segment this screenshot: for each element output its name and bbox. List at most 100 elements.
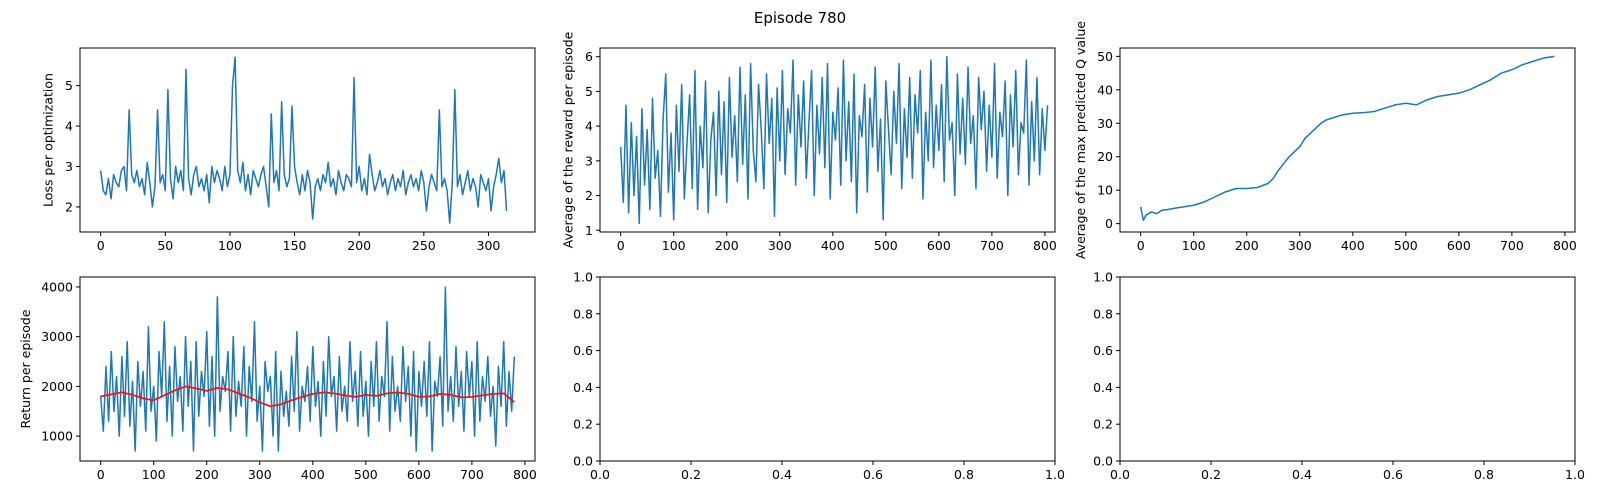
x-tick-label: 0.2 [681, 467, 701, 482]
y-tick-label: 10 [1097, 183, 1113, 198]
y-axis-label-return: Return per episode [18, 309, 33, 428]
x-tick-label: 300 [477, 238, 501, 253]
x-tick-label: 100 [662, 238, 686, 253]
x-tick-label: 600 [407, 467, 431, 482]
y-tick-label: 1 [585, 223, 593, 238]
series-line-return-0 [99, 286, 516, 452]
x-tick-label: 700 [460, 467, 484, 482]
x-tick-label: 50 [157, 238, 173, 253]
x-tick-label: 0.8 [1474, 467, 1494, 482]
y-tick-label: 0.6 [1093, 343, 1113, 358]
x-tick-label: 500 [874, 238, 898, 253]
x-tick-label: 800 [1553, 238, 1577, 253]
y-tick-label: 1000 [41, 429, 73, 444]
x-tick-label: 250 [412, 238, 436, 253]
panel-return: 0 100 200 300 400 500 600 700 800 1000 2000 3000 400… [18, 276, 537, 482]
y-tick-label: 20 [1097, 149, 1113, 164]
y-tick-label: 5 [585, 84, 593, 99]
x-tick-label: 0 [1137, 238, 1145, 253]
y-tick-label: 50 [1097, 49, 1113, 64]
x-tick-label: 0 [617, 238, 625, 253]
x-tick-label: 150 [283, 238, 307, 253]
axes-frame-return [79, 276, 536, 462]
x-tick-label: 0.0 [1110, 467, 1130, 482]
axes-frame-loss [79, 47, 536, 233]
y-tick-label: 40 [1097, 82, 1113, 97]
y-tick-label: 0.8 [1093, 306, 1113, 321]
y-axis-label-q_value: Average of the max predicted Q value [1073, 21, 1088, 260]
x-tick-label: 0.2 [1201, 467, 1221, 482]
y-tick-label: 2000 [41, 379, 73, 394]
y-tick-label: 4 [585, 119, 593, 134]
y-tick-label: 3000 [41, 329, 73, 344]
x-tick-label: 0 [97, 467, 105, 482]
x-tick-label: 500 [1394, 238, 1418, 253]
x-tick-label: 1.0 [1045, 467, 1065, 482]
y-tick-label: 2 [585, 188, 593, 203]
series-line-return-1 [100, 385, 515, 408]
y-tick-label: 0.2 [1093, 417, 1113, 432]
x-tick-label: 100 [142, 467, 166, 482]
x-tick-label: 400 [301, 467, 325, 482]
y-tick-label: 0.8 [573, 306, 593, 321]
x-tick-label: 600 [1447, 238, 1471, 253]
x-tick-label: 300 [768, 238, 792, 253]
y-tick-label: 2 [65, 199, 73, 214]
panel-reward: 0 100 200 300 400 500 600 700 800 1 2 3 4 5 6 Average o… [561, 31, 1057, 253]
panel-empty_2: 0.0 0.2 0.4 0.6 0.8 1.0 0.0 0.2 0.4 0.6 0.8 1.0 [1093, 270, 1585, 483]
axes-frame-q_value [1119, 47, 1576, 233]
x-tick-label: 0.6 [863, 467, 883, 482]
series-line-q_value-0 [1139, 55, 1555, 222]
x-tick-label: 0.0 [590, 467, 610, 482]
y-tick-label: 0.0 [573, 454, 593, 469]
axes-frame-empty_2 [1119, 276, 1576, 462]
x-tick-label: 200 [715, 238, 739, 253]
x-tick-label: 100 [218, 238, 242, 253]
x-tick-label: 200 [347, 238, 371, 253]
x-tick-label: 1.0 [1565, 467, 1585, 482]
y-tick-label: 1.0 [573, 270, 593, 285]
panel-q_value: 0 100 200 300 400 500 600 700 800 0 10 20 30 40 50 Aver… [1073, 21, 1577, 260]
x-tick-label: 200 [195, 467, 219, 482]
y-axis-label-loss: Loss per optimization [41, 73, 56, 207]
panel-empty_1: 0.0 0.2 0.4 0.6 0.8 1.0 0.0 0.2 0.4 0.6 0.8 1.0 [573, 270, 1065, 483]
y-tick-label: 4 [65, 119, 73, 134]
y-tick-label: 1.0 [1093, 270, 1113, 285]
y-tick-label: 0.0 [1093, 454, 1113, 469]
x-tick-label: 0.4 [772, 467, 792, 482]
y-tick-label: 0 [1105, 216, 1113, 231]
y-tick-label: 4000 [41, 279, 73, 294]
figure-title: Episode 780 [754, 9, 846, 27]
y-tick-label: 0.4 [573, 380, 593, 395]
y-tick-label: 3 [585, 153, 593, 168]
x-tick-label: 100 [1182, 238, 1206, 253]
x-tick-label: 0.4 [1292, 467, 1312, 482]
y-tick-label: 30 [1097, 116, 1113, 131]
y-tick-label: 3 [65, 159, 73, 174]
series-line-loss-0 [99, 56, 508, 224]
series-line-reward-0 [619, 55, 1049, 225]
x-tick-label: 300 [1288, 238, 1312, 253]
x-tick-label: 500 [354, 467, 378, 482]
y-tick-label: 0.2 [573, 417, 593, 432]
y-axis-label-reward: Average of the reward per episode [561, 31, 576, 248]
axes-frame-empty_1 [599, 276, 1056, 462]
y-tick-label: 6 [585, 49, 593, 64]
x-tick-label: 200 [1235, 238, 1259, 253]
x-tick-label: 0.6 [1383, 467, 1403, 482]
x-tick-label: 300 [248, 467, 272, 482]
panel-loss: 0 50 100 150 200 250 300 2 3 4 5 Loss per optimizat… [41, 47, 536, 253]
x-tick-label: 600 [927, 238, 951, 253]
x-tick-label: 0.8 [954, 467, 974, 482]
x-tick-label: 800 [513, 467, 537, 482]
x-tick-label: 400 [1341, 238, 1365, 253]
x-tick-label: 700 [1500, 238, 1524, 253]
x-tick-label: 0 [97, 238, 105, 253]
x-tick-label: 800 [1033, 238, 1057, 253]
y-tick-label: 0.6 [573, 343, 593, 358]
x-tick-label: 400 [821, 238, 845, 253]
axes-frame-reward [599, 47, 1056, 233]
y-tick-label: 5 [65, 78, 73, 93]
